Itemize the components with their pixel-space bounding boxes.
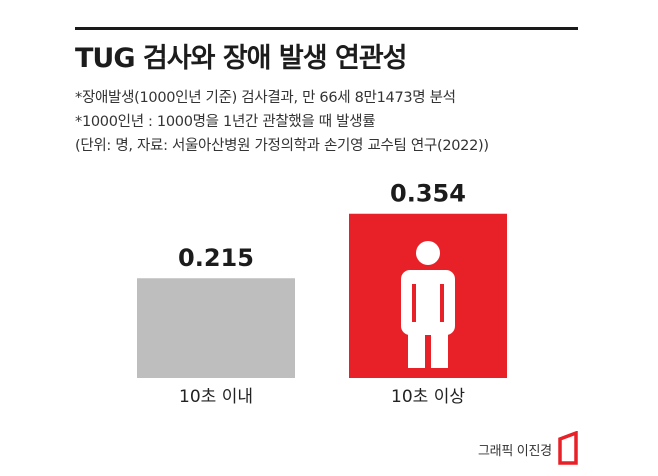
value-label-1: 0.215 — [178, 244, 254, 272]
chart-title: TUG 검사와 장애 발생 연관성 — [75, 43, 408, 74]
graphic-credit: 그래픽 이진경 — [478, 444, 552, 459]
value-label-2: 0.354 — [390, 180, 466, 208]
note-sample: *장애발생(1000인년 기준) 검사결과, 만 66세 8만1473명 분석 — [75, 90, 456, 106]
category-label-2: 10초 이상 — [391, 387, 465, 407]
bar-1 — [137, 278, 295, 378]
brand-logo-icon — [558, 431, 578, 465]
note-definition: *1000인년 : 1000명을 1년간 관찰했을 때 발생률 — [75, 114, 376, 130]
person-icon — [401, 241, 455, 368]
category-label-1: 10초 이내 — [179, 387, 253, 407]
top-rule — [75, 27, 578, 30]
note-source: (단위: 명, 자료: 서울아산병원 가정의학과 손기영 교수팀 연구(2022… — [75, 138, 489, 154]
